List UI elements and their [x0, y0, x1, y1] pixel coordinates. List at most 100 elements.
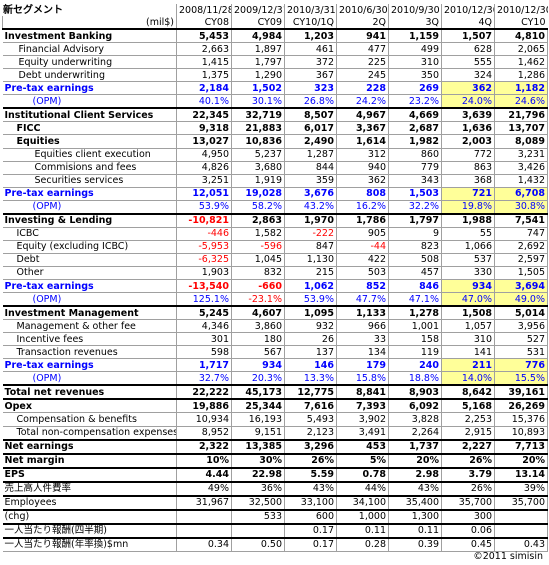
value-cell: 779	[388, 160, 442, 175]
value-cell: 3,860	[231, 319, 285, 334]
value-cell: 6,017	[284, 121, 337, 136]
value-cell: 330	[441, 265, 495, 280]
value-cell: 20%	[494, 452, 548, 469]
value-cell: 860	[388, 147, 442, 162]
sheet-title: 新セグメント	[3, 5, 63, 16]
value-cell: 119	[388, 345, 442, 360]
value-cell: 1,503	[388, 186, 442, 201]
row-label: Pre-tax earnings	[2, 278, 177, 294]
value-cell: 1,897	[231, 42, 285, 57]
value-cell: -5,953	[176, 239, 232, 254]
table-row: FICC 9,318 21,883 6,017 3,367 2,687 1,636 13,70…	[2, 121, 548, 136]
value-cell: 2,322	[176, 438, 232, 455]
row-label: Financial Advisory	[2, 42, 177, 57]
table-row: Equity (excluding ICBC) -5,953 -596 847 -44 8…	[2, 239, 548, 254]
row-label: Equities client execution	[2, 147, 177, 162]
value-cell: 269	[388, 81, 442, 96]
row-label: (OPM)	[2, 292, 177, 307]
table-row: Debt -6,325 1,045 1,130 422 508 537 2,597	[2, 252, 548, 267]
value-cell: 8,642	[441, 384, 495, 400]
table-row: Total net revenues 22,222 45,173 12,775 8,84…	[2, 384, 548, 400]
value-cell: 1,066	[441, 239, 495, 254]
value-cell: 26,269	[494, 398, 548, 414]
row-label: Pre-tax earnings	[2, 81, 177, 96]
value-cell: -6,325	[176, 252, 232, 267]
value-cell: 43%	[284, 480, 337, 497]
value-cell: 4,984	[231, 28, 285, 44]
value-cell: 8,952	[176, 425, 232, 441]
value-cell: 2.98	[388, 466, 442, 483]
value-cell: 0.11	[388, 522, 442, 539]
value-cell: 5,014	[494, 305, 548, 321]
value-cell: 58.2%	[231, 199, 285, 215]
value-cell: 179	[336, 358, 389, 373]
value-cell: 7,713	[494, 438, 548, 455]
value-cell: 537	[441, 252, 495, 267]
value-cell: 43%	[388, 480, 442, 497]
value-cell: 966	[336, 319, 389, 334]
value-cell: 1,919	[231, 173, 285, 188]
value-cell: 211	[441, 358, 495, 373]
value-cell: 555	[441, 55, 495, 70]
value-cell: 1,300	[388, 508, 442, 525]
value-cell: 1,415	[176, 55, 232, 70]
value-cell: 26%	[284, 452, 337, 469]
row-label: (chg)	[2, 508, 177, 525]
row-label: Debt underwriting	[2, 68, 177, 83]
value-cell: -23.1%	[231, 292, 285, 307]
value-cell: 3,902	[336, 412, 389, 427]
value-cell: 8,841	[336, 384, 389, 400]
value-cell: 0.39	[388, 536, 442, 552]
value-cell: 3,956	[494, 319, 548, 334]
table-row: Total non-compensation expenses 8,952 9,15…	[2, 425, 548, 441]
value-cell: 2,490	[284, 134, 337, 149]
value-cell: 367	[284, 68, 337, 83]
row-label: Total non-compensation expenses	[2, 425, 177, 441]
value-cell: 832	[231, 265, 285, 280]
date-cell: 2010/3/31	[284, 4, 337, 17]
row-label: 一人当たり報酬(四半期)	[2, 522, 177, 539]
table-row: Pre-tax earnings 1,717 934 146 179 240 211 776	[2, 358, 548, 373]
value-cell: 45,173	[231, 384, 285, 400]
date-cell: 2009/12/31	[231, 4, 285, 17]
row-label: Compensation & benefits	[2, 412, 177, 427]
table-row: (chg) 533 600 1,000 1,300 300	[2, 508, 548, 525]
value-cell: 24.6%	[494, 94, 548, 109]
value-cell: 19,886	[176, 398, 232, 414]
value-cell: 372	[284, 55, 337, 70]
value-cell: 21,883	[231, 121, 285, 136]
value-cell: 721	[441, 186, 495, 201]
row-label: Incentive fees	[2, 332, 177, 347]
table-row: Management & other fee 4,346 3,860 932 966 1,…	[2, 319, 548, 334]
value-cell: 1,988	[441, 212, 495, 228]
value-cell: 2,065	[494, 42, 548, 57]
value-cell: 598	[176, 345, 232, 360]
period-cell: CY10/1Q	[284, 16, 337, 30]
value-cell: 527	[494, 332, 548, 347]
date-cell: 2010/12/30	[494, 4, 548, 17]
value-cell: 1,278	[388, 305, 442, 321]
value-cell: 6,092	[388, 398, 442, 414]
value-cell: 13.3%	[284, 371, 337, 386]
value-cell: 32.7%	[176, 371, 232, 386]
value-cell: 137	[284, 345, 337, 360]
row-label: Net margin	[2, 452, 177, 469]
value-cell: 30.1%	[231, 94, 285, 109]
value-cell: -446	[176, 226, 232, 241]
value-cell: 245	[336, 68, 389, 83]
value-cell: 16.2%	[336, 199, 389, 215]
value-cell: 141	[441, 345, 495, 360]
date-cell: 2010/9/30	[388, 4, 442, 17]
value-cell: 15.8%	[336, 371, 389, 386]
header-periods-row: (mil$) CY08 CY09 CY10/1Q 2Q 3Q 4Q CY10	[2, 16, 548, 30]
value-cell: 934	[231, 358, 285, 373]
value-cell: 4,346	[176, 319, 232, 334]
value-cell: 9,151	[231, 425, 285, 441]
value-cell: 3,231	[494, 147, 548, 162]
date-cell: 2010/6/30	[336, 4, 389, 17]
table-row: 一人当たり報酬(四半期) 0.17 0.11 0.11 0.06	[2, 522, 548, 539]
value-cell: 5.59	[284, 466, 337, 483]
value-cell: 2,253	[441, 412, 495, 427]
value-cell: 1,903	[176, 265, 232, 280]
